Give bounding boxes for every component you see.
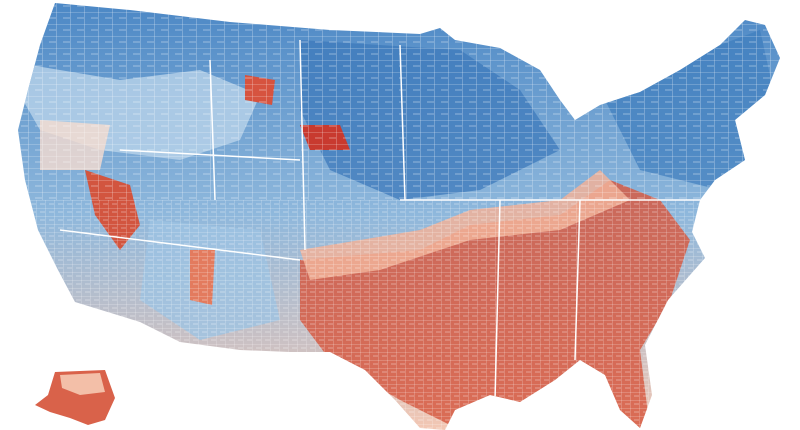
alaska [35, 370, 115, 425]
county-borders [18, 3, 780, 200]
county-borders [18, 200, 780, 430]
state-borders [59, 39, 700, 401]
region [60, 373, 105, 395]
